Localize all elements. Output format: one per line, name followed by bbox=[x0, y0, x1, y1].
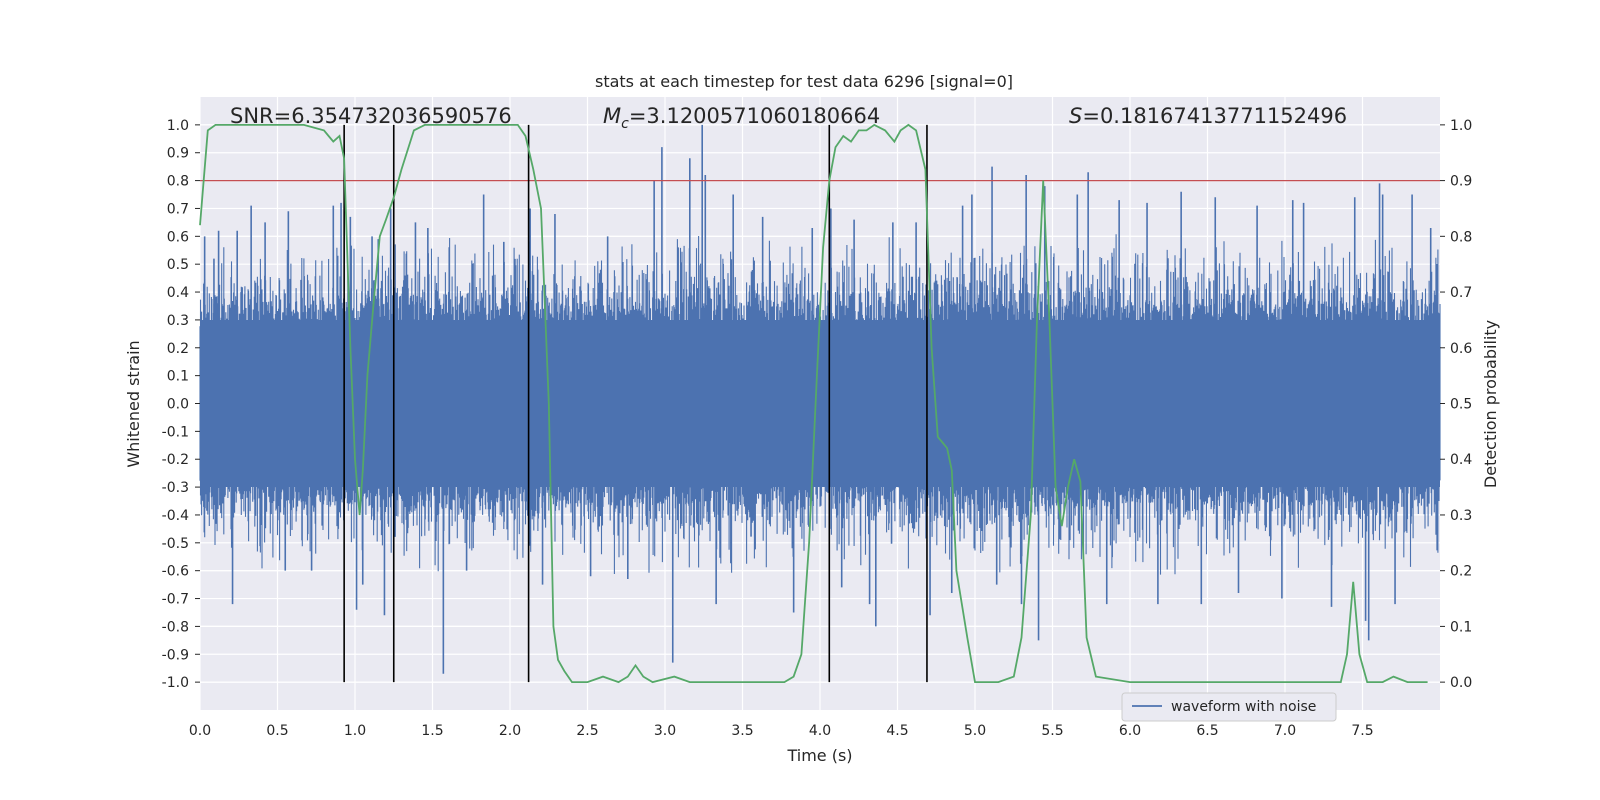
y2-tick-label: 0.8 bbox=[1450, 229, 1472, 245]
x-tick-label: 2.0 bbox=[499, 723, 521, 739]
y-tick-label: 0.2 bbox=[167, 341, 189, 357]
y-tick-label: -0.8 bbox=[162, 619, 189, 635]
y-tick-label: 0.0 bbox=[167, 397, 189, 413]
x-tick-label: 7.5 bbox=[1351, 723, 1373, 739]
y-tick-label: -0.4 bbox=[162, 508, 189, 524]
y-tick-label: 0.9 bbox=[167, 146, 189, 162]
x-tick-label: 2.5 bbox=[576, 723, 598, 739]
y-tick-label: -0.2 bbox=[162, 452, 189, 468]
x-tick-label: 5.0 bbox=[964, 723, 986, 739]
mc-annotation: Mc=3.1200571060180664 bbox=[603, 104, 880, 132]
probability-series bbox=[199, 123, 1428, 684]
y2-tick-label: 1.0 bbox=[1450, 118, 1472, 134]
y-tick-label: -0.1 bbox=[162, 424, 189, 440]
x-tick-label: 6.0 bbox=[1119, 723, 1141, 739]
x-tick-label: 1.0 bbox=[344, 723, 366, 739]
y-tick-label: -0.3 bbox=[162, 480, 189, 496]
x-tick-label: 4.0 bbox=[809, 723, 831, 739]
probability-line bbox=[199, 123, 1428, 684]
y-tick-label: 1.0 bbox=[167, 118, 189, 134]
x-axis-label: Time (s) bbox=[786, 746, 852, 765]
x-tick-label: 1.5 bbox=[421, 723, 443, 739]
y-axis-label: Whitened strain bbox=[124, 340, 143, 467]
y2-tick-label: 0.2 bbox=[1450, 564, 1472, 580]
y-tick-label: 0.3 bbox=[167, 313, 189, 329]
vertical-lines bbox=[343, 124, 928, 683]
y2-tick-label: 0.6 bbox=[1450, 341, 1472, 357]
y-tick-label: 0.5 bbox=[167, 257, 189, 273]
y2-axis-label: Detection probability bbox=[1481, 320, 1500, 488]
y2-tick-label: 0.4 bbox=[1450, 452, 1472, 468]
x-tick-label: 3.5 bbox=[731, 723, 753, 739]
x-tick-label: 3.0 bbox=[654, 723, 676, 739]
y2-tick-label: 0.3 bbox=[1450, 508, 1472, 524]
x-axis-ticks: 0.0 0.5 1.0 1.5 2.0 2.5 3.0 3.5 4.0 4.5 5.0 5.5 6.0 6… bbox=[189, 723, 1374, 739]
left-axis-ticks: 1.0 0.9 0.8 0.7 0.6 0.5 0.4 0.3 0.2 0.1 0.0 -0.1 -0.… bbox=[162, 118, 200, 691]
legend-label: waveform with noise bbox=[1171, 699, 1316, 715]
legend-box bbox=[1121, 692, 1337, 722]
legend: waveform with noise bbox=[1121, 692, 1337, 722]
y-tick-label: -0.6 bbox=[162, 564, 189, 580]
y-tick-label: -0.5 bbox=[162, 536, 189, 552]
x-tick-label: 6.5 bbox=[1196, 723, 1218, 739]
s-annotation: S=0.18167413771152496 bbox=[1069, 104, 1347, 128]
x-tick-label: 5.5 bbox=[1041, 723, 1063, 739]
y2-tick-label: 0.7 bbox=[1450, 285, 1472, 301]
y-tick-label: -0.7 bbox=[162, 592, 189, 608]
x-tick-label: 4.5 bbox=[886, 723, 908, 739]
snr-annotation: SNR=6.354732036590576 bbox=[230, 104, 512, 128]
waveform-core bbox=[200, 319, 1440, 488]
y2-tick-label: 0.5 bbox=[1450, 397, 1472, 413]
right-axis-ticks: 1.0 0.9 0.8 0.7 0.6 0.5 0.4 0.3 0.2 0.1 0.0 bbox=[1440, 118, 1472, 691]
y2-tick-label: 0.9 bbox=[1450, 174, 1472, 190]
y-tick-label: 0.6 bbox=[167, 229, 189, 245]
y2-tick-label: 0.0 bbox=[1450, 675, 1472, 691]
waveform-series bbox=[199, 124, 1441, 674]
y-tick-label: 0.4 bbox=[167, 285, 189, 301]
x-tick-label: 0.0 bbox=[189, 723, 211, 739]
x-tick-label: 7.0 bbox=[1274, 723, 1296, 739]
y-tick-label: -0.9 bbox=[162, 647, 189, 663]
y2-tick-label: 0.1 bbox=[1450, 619, 1472, 635]
y-tick-label: 0.8 bbox=[167, 174, 189, 190]
y-tick-label: -1.0 bbox=[162, 675, 189, 691]
y-tick-label: 0.7 bbox=[167, 201, 189, 217]
x-tick-label: 0.5 bbox=[266, 723, 288, 739]
y-tick-label: 0.1 bbox=[167, 369, 189, 385]
chart-title: stats at each timestep for test data 629… bbox=[595, 72, 1013, 91]
